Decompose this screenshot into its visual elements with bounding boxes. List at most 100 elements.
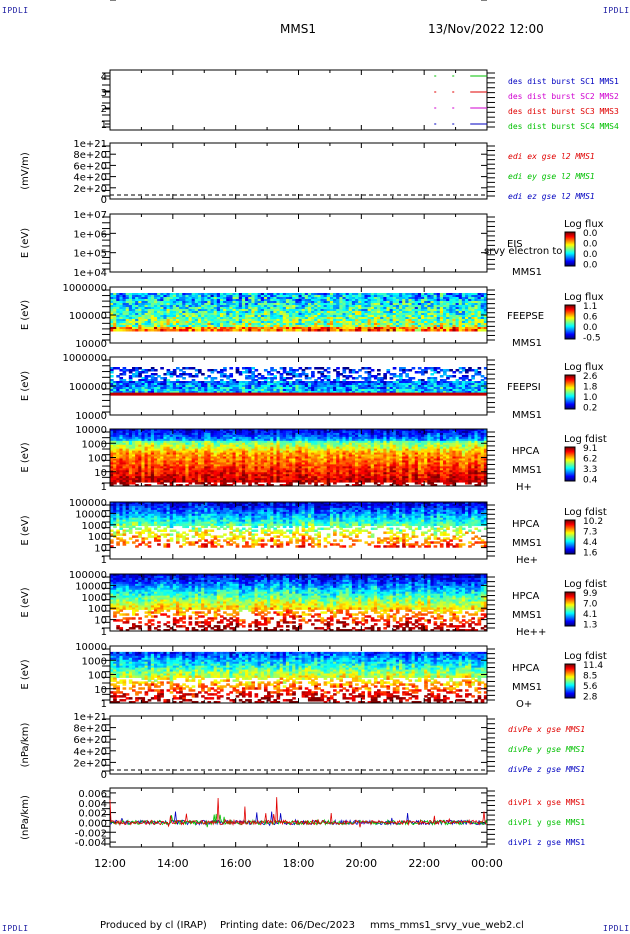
- spectrogram-cell: [191, 319, 196, 322]
- spectrogram-cell: [279, 313, 284, 316]
- spectrogram-cell: [197, 301, 202, 304]
- spectrogram-cell: [298, 307, 303, 310]
- spectrogram-cell: [125, 307, 130, 310]
- spectrogram-cell: [119, 295, 124, 298]
- spectrogram-cell: [461, 369, 466, 372]
- spectrogram-cell: [185, 311, 190, 314]
- spectrogram-cell: [392, 329, 397, 332]
- spectrogram-cell: [289, 373, 293, 376]
- spectrogram-cell: [317, 377, 321, 380]
- y-tick-label-burst: 2: [101, 104, 107, 115]
- spectrogram-cell: [204, 301, 208, 304]
- spectrogram-cell: [163, 295, 168, 298]
- y-tick-label-burst: 1: [101, 120, 107, 131]
- colorbar-cell: [565, 245, 575, 247]
- spectrogram-cell: [179, 325, 183, 328]
- spectrogram-cell: [477, 367, 482, 370]
- spectrogram-cell: [135, 301, 139, 304]
- y-tick-label-eis: 1e+05: [73, 249, 107, 260]
- spectrogram-cell: [144, 313, 149, 316]
- spectrogram-cell: [157, 307, 161, 310]
- spectrogram-cell: [320, 317, 325, 320]
- spectrogram-cell: [172, 295, 177, 298]
- spectrogram-cell: [125, 329, 130, 332]
- spectrogram-cell: [298, 305, 303, 308]
- spectrogram-cell: [329, 311, 334, 314]
- spectrogram-cell: [307, 319, 312, 322]
- spectrogram-cell: [301, 315, 306, 318]
- spectrogram-cell: [241, 311, 246, 314]
- spectrogram-cell: [197, 307, 202, 310]
- spectrogram-cell: [179, 311, 183, 314]
- spectrogram-cell: [216, 327, 221, 330]
- spectrogram-cell: [254, 303, 259, 306]
- spectrogram-cell: [157, 301, 161, 304]
- spectrogram-cell: [163, 293, 168, 296]
- spectrogram-cell: [157, 293, 161, 296]
- spectrogram-cell: [336, 297, 340, 300]
- spectrogram-cell: [197, 305, 202, 308]
- spectrogram-cell: [245, 301, 249, 304]
- spectrogram-cell: [314, 305, 318, 308]
- spectrogram-cell: [314, 309, 318, 312]
- spectrogram-cell: [314, 315, 318, 318]
- spectrogram-cell: [326, 329, 331, 332]
- y-tick-label-divpe: 4e+20: [73, 747, 107, 758]
- colorbar-tick-feepsi: 1.0: [583, 393, 598, 403]
- spectrogram-cell: [248, 305, 252, 308]
- spectrogram-cell: [122, 317, 127, 320]
- spectrogram-cell: [175, 293, 180, 296]
- spectrogram-cell: [329, 303, 334, 306]
- spectrogram-cell: [260, 297, 265, 300]
- spectrogram-cell: [188, 482, 193, 485]
- spectrogram-cell: [207, 327, 212, 330]
- spectrogram-cell: [110, 295, 114, 298]
- spectrogram-cell: [285, 317, 290, 320]
- spectrogram-cell: [282, 293, 287, 296]
- spectrogram-cell: [279, 315, 284, 318]
- spectrogram-cell: [263, 301, 268, 304]
- spectrogram-cell: [219, 299, 224, 302]
- spectrogram-cell: [219, 319, 224, 322]
- spectrogram-cell: [311, 293, 315, 296]
- spectrogram-cell: [116, 311, 120, 314]
- spectrogram-cell: [128, 315, 133, 318]
- spectrogram-cell: [213, 315, 218, 318]
- spectrogram-cell: [201, 301, 205, 304]
- spectrogram-cell: [166, 321, 171, 324]
- colorbar-cell: [565, 264, 575, 266]
- spectrogram-cell: [182, 293, 186, 296]
- spectrogram-cell: [182, 319, 186, 322]
- spectrogram-cell: [260, 317, 265, 320]
- spectrogram-cell: [131, 317, 136, 320]
- spectrogram-cell: [273, 323, 278, 326]
- y-axis-label-eis: E (eV): [20, 228, 31, 258]
- spectrogram-cell: [301, 299, 306, 302]
- spectrogram-cell: [138, 307, 142, 310]
- spectrogram-cell: [153, 319, 158, 322]
- spectrogram-cell: [232, 299, 237, 302]
- spectrogram-cell: [276, 305, 281, 308]
- spectrogram-cell: [210, 299, 215, 302]
- spectrogram-cell: [131, 295, 136, 298]
- spectrogram-cell: [113, 301, 117, 304]
- spectrogram-cell: [226, 321, 230, 324]
- spectrogram-cell: [323, 369, 328, 372]
- spectrogram-cell: [175, 295, 180, 298]
- spectrogram-cell: [166, 327, 171, 330]
- spectrogram-cell: [295, 319, 299, 322]
- legend-edi: edi ez gse l2 MMS1: [508, 192, 595, 201]
- spectrogram-cell: [138, 317, 142, 320]
- spectrogram-cell: [446, 369, 450, 372]
- spectrogram-cell: [292, 319, 296, 322]
- spectrogram-cell: [219, 317, 224, 320]
- spectrogram-cell: [342, 295, 347, 298]
- spectrogram-cell: [175, 317, 180, 320]
- spectrogram-cell: [248, 377, 252, 380]
- spectrogram-cell: [210, 309, 215, 312]
- spectrogram-cell: [267, 295, 271, 298]
- spectrogram-cell: [213, 303, 218, 306]
- spectrogram-cell: [135, 309, 139, 312]
- spectrogram-cell: [185, 323, 190, 326]
- spectrogram-cell: [232, 327, 237, 330]
